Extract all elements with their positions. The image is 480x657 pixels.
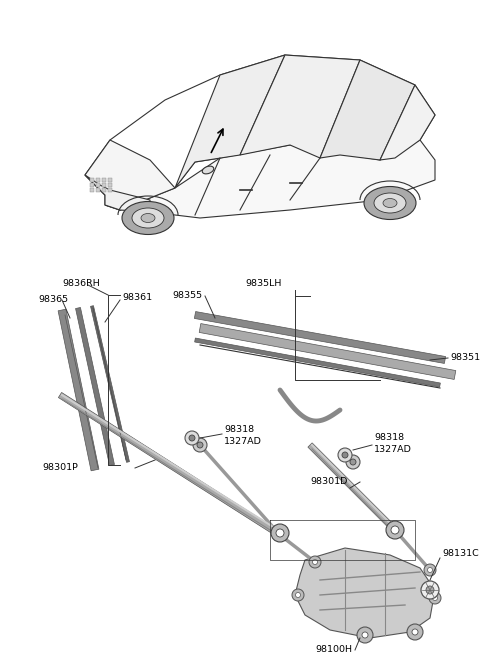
Circle shape (432, 595, 437, 600)
Circle shape (407, 624, 423, 640)
Polygon shape (295, 548, 435, 638)
Polygon shape (320, 60, 415, 160)
Text: 98301P: 98301P (42, 463, 78, 472)
Circle shape (346, 455, 360, 469)
Text: 1327AD: 1327AD (224, 436, 262, 445)
Polygon shape (240, 55, 360, 158)
Circle shape (362, 632, 368, 638)
Bar (96, 188, 100, 191)
Ellipse shape (364, 187, 416, 219)
Circle shape (429, 592, 441, 604)
Polygon shape (194, 338, 440, 387)
Text: 1327AD: 1327AD (374, 445, 412, 455)
Bar (102, 178, 106, 181)
Circle shape (350, 459, 356, 465)
Circle shape (424, 564, 436, 576)
Text: 98318: 98318 (374, 434, 404, 443)
Circle shape (276, 529, 284, 537)
Bar (102, 188, 106, 191)
Ellipse shape (374, 193, 406, 213)
Polygon shape (199, 324, 456, 380)
Circle shape (197, 442, 203, 448)
Circle shape (421, 581, 439, 599)
Text: 98365: 98365 (38, 294, 68, 304)
Polygon shape (105, 140, 435, 218)
Polygon shape (85, 55, 435, 210)
Circle shape (342, 452, 348, 458)
Circle shape (391, 526, 399, 534)
Circle shape (338, 448, 352, 462)
Bar (90, 178, 94, 181)
Circle shape (292, 589, 304, 601)
Circle shape (309, 556, 321, 568)
Bar (108, 188, 112, 191)
Text: 98131C: 98131C (442, 549, 479, 558)
Circle shape (296, 593, 300, 597)
Ellipse shape (141, 214, 155, 223)
Polygon shape (85, 140, 175, 210)
Circle shape (193, 438, 207, 452)
Text: 98318: 98318 (224, 424, 254, 434)
Circle shape (357, 627, 373, 643)
Circle shape (189, 435, 195, 441)
Polygon shape (75, 307, 114, 466)
Polygon shape (85, 175, 150, 212)
Polygon shape (58, 309, 99, 471)
Circle shape (412, 629, 418, 635)
Text: 98355: 98355 (172, 290, 202, 300)
Polygon shape (175, 55, 285, 188)
Text: 98301D: 98301D (310, 478, 348, 486)
Circle shape (185, 431, 199, 445)
Ellipse shape (122, 202, 174, 235)
Ellipse shape (202, 166, 214, 174)
Circle shape (312, 560, 317, 564)
Circle shape (386, 521, 404, 539)
Polygon shape (194, 311, 445, 363)
Polygon shape (91, 306, 130, 463)
Polygon shape (380, 85, 435, 160)
Polygon shape (308, 443, 397, 532)
Text: 98100H: 98100H (315, 645, 352, 654)
Bar (90, 183, 94, 187)
Polygon shape (59, 392, 282, 537)
Bar (102, 183, 106, 187)
Bar (96, 183, 100, 187)
Circle shape (428, 568, 432, 572)
Bar (108, 183, 112, 187)
Text: 9835LH: 9835LH (245, 279, 281, 288)
Ellipse shape (132, 208, 164, 228)
Circle shape (426, 586, 434, 594)
Text: 98361: 98361 (122, 294, 152, 302)
Bar (90, 188, 94, 191)
Circle shape (271, 524, 289, 542)
Ellipse shape (383, 198, 397, 208)
Text: 98351: 98351 (450, 353, 480, 363)
Text: 9836RH: 9836RH (62, 279, 100, 288)
Bar (96, 178, 100, 181)
Bar (108, 178, 112, 181)
